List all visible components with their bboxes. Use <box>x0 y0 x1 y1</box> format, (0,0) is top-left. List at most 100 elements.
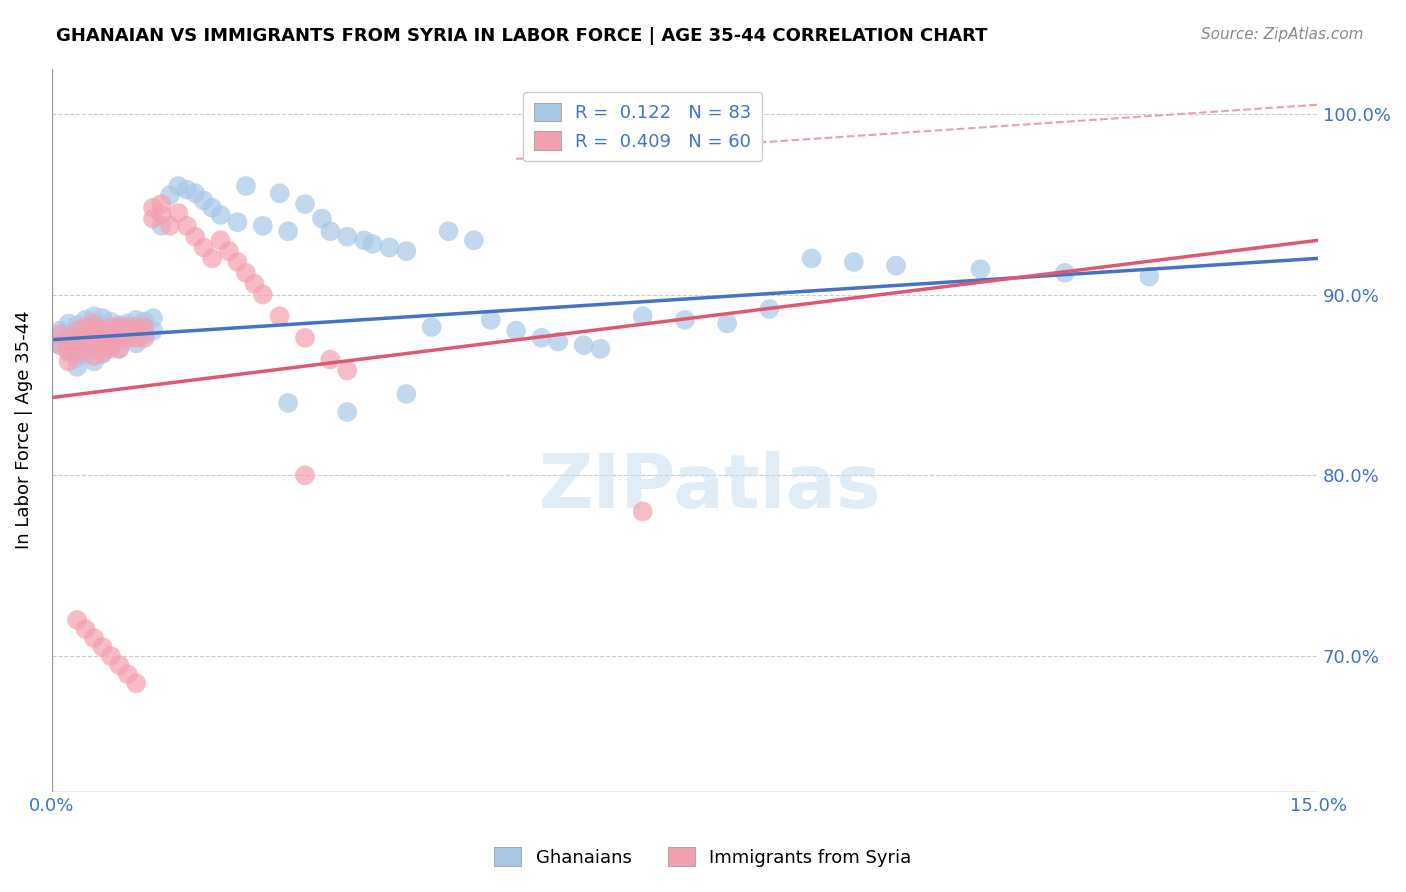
Point <box>159 219 181 233</box>
Point <box>167 179 190 194</box>
Point <box>294 197 316 211</box>
Point <box>150 208 173 222</box>
Point <box>176 183 198 197</box>
Point <box>58 333 80 347</box>
Point <box>150 197 173 211</box>
Point <box>125 320 148 334</box>
Point <box>100 342 122 356</box>
Point <box>100 320 122 334</box>
Point <box>66 351 89 365</box>
Point <box>58 340 80 354</box>
Point <box>108 658 131 673</box>
Point <box>117 327 139 342</box>
Point <box>75 622 97 636</box>
Point <box>83 343 105 358</box>
Point <box>91 640 114 654</box>
Point <box>378 240 401 254</box>
Point <box>176 219 198 233</box>
Point <box>66 318 89 333</box>
Point <box>49 338 72 352</box>
Point <box>108 342 131 356</box>
Point <box>437 224 460 238</box>
Point <box>66 359 89 374</box>
Point <box>884 259 907 273</box>
Point <box>66 342 89 356</box>
Point <box>395 244 418 259</box>
Point <box>108 320 131 334</box>
Y-axis label: In Labor Force | Age 35-44: In Labor Force | Age 35-44 <box>15 310 32 549</box>
Text: ZIPatlas: ZIPatlas <box>538 451 882 524</box>
Point <box>83 320 105 334</box>
Point <box>75 336 97 351</box>
Point <box>142 211 165 226</box>
Point <box>100 331 122 345</box>
Point <box>83 317 105 331</box>
Point <box>209 233 232 247</box>
Point <box>336 229 359 244</box>
Point <box>277 396 299 410</box>
Point <box>75 347 97 361</box>
Point <box>125 313 148 327</box>
Point <box>58 327 80 342</box>
Point <box>361 236 384 251</box>
Point <box>75 313 97 327</box>
Point <box>117 667 139 681</box>
Point <box>49 324 72 338</box>
Point <box>91 345 114 359</box>
Point <box>319 352 342 367</box>
Point <box>134 320 156 334</box>
Point <box>91 324 114 338</box>
Point <box>125 331 148 345</box>
Point <box>117 317 139 331</box>
Point <box>58 343 80 358</box>
Point <box>159 188 181 202</box>
Point <box>117 320 139 334</box>
Point <box>49 327 72 342</box>
Point <box>142 324 165 338</box>
Point <box>269 309 291 323</box>
Point <box>1137 269 1160 284</box>
Point <box>125 336 148 351</box>
Point <box>49 338 72 352</box>
Point <box>66 347 89 361</box>
Text: GHANAIAN VS IMMIGRANTS FROM SYRIA IN LABOR FORCE | AGE 35-44 CORRELATION CHART: GHANAIAN VS IMMIGRANTS FROM SYRIA IN LAB… <box>56 27 988 45</box>
Point <box>201 201 224 215</box>
Point <box>75 320 97 334</box>
Point <box>235 179 257 194</box>
Point <box>1053 266 1076 280</box>
Point <box>969 262 991 277</box>
Point <box>758 301 780 316</box>
Point <box>395 387 418 401</box>
Point <box>66 329 89 343</box>
Point <box>83 309 105 323</box>
Point <box>150 219 173 233</box>
Point <box>572 338 595 352</box>
Point <box>108 342 131 356</box>
Point <box>311 211 333 226</box>
Point <box>631 309 654 323</box>
Legend: R =  0.122   N = 83, R =  0.409   N = 60: R = 0.122 N = 83, R = 0.409 N = 60 <box>523 92 762 161</box>
Point <box>75 342 97 356</box>
Point <box>269 186 291 201</box>
Point <box>91 334 114 349</box>
Point <box>193 194 215 208</box>
Point <box>58 354 80 368</box>
Point <box>66 336 89 351</box>
Point <box>336 405 359 419</box>
Point <box>218 244 240 259</box>
Point <box>420 320 443 334</box>
Point <box>235 266 257 280</box>
Legend: Ghanaians, Immigrants from Syria: Ghanaians, Immigrants from Syria <box>486 840 920 874</box>
Point <box>75 331 97 345</box>
Point <box>167 206 190 220</box>
Point <box>505 324 527 338</box>
Point <box>631 504 654 518</box>
Point <box>91 334 114 349</box>
Point <box>842 255 865 269</box>
Point <box>277 224 299 238</box>
Point <box>547 334 569 349</box>
Point <box>58 317 80 331</box>
Point <box>336 363 359 377</box>
Point <box>108 329 131 343</box>
Point <box>83 631 105 645</box>
